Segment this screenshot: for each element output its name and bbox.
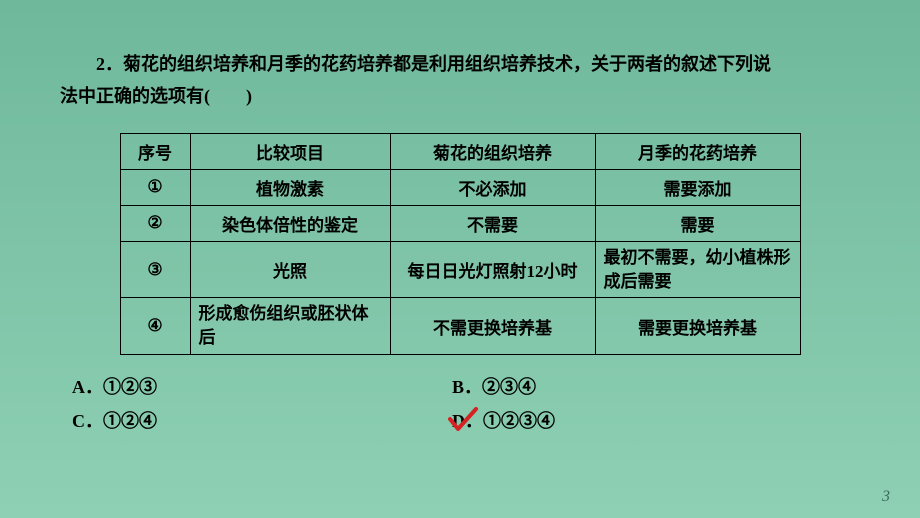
cell-compare: 染色体倍性的鉴定 xyxy=(190,205,390,241)
header-yueji: 月季的花药培养 xyxy=(595,133,800,169)
table-row: ③ 光照 每日日光灯照射12小时 最初不需要，幼小植株形成后需要 xyxy=(120,241,800,298)
cell-num: ① xyxy=(120,169,190,205)
comparison-table: 序号 比较项目 菊花的组织培养 月季的花药培养 ① 植物激素 不必添加 需要添加… xyxy=(120,133,801,355)
slide-content: 2．菊花的组织培养和月季的花药培养都是利用组织培养技术，关于两者的叙述下列说 法… xyxy=(0,0,920,433)
option-a: A．①②③ xyxy=(72,373,452,399)
cell-juhua: 不必添加 xyxy=(390,169,595,205)
question-line2: 法中正确的选项有( ) xyxy=(60,86,252,106)
cell-num: ④ xyxy=(120,298,190,355)
question-stem: 2．菊花的组织培养和月季的花药培养都是利用组织培养技术，关于两者的叙述下列说 法… xyxy=(60,48,860,113)
cell-compare: 光照 xyxy=(190,241,390,298)
table-row: ④ 形成愈伤组织或胚状体后 不需更换培养基 需要更换培养基 xyxy=(120,298,800,355)
cell-compare: 形成愈伤组织或胚状体后 xyxy=(190,298,390,355)
header-num: 序号 xyxy=(120,133,190,169)
cell-compare: 植物激素 xyxy=(190,169,390,205)
options-block: A．①②③ B．②③④ C．①②④ D．①②③④ xyxy=(60,373,860,433)
table-row: ① 植物激素 不必添加 需要添加 xyxy=(120,169,800,205)
cell-num: ③ xyxy=(120,241,190,298)
table-header-row: 序号 比较项目 菊花的组织培养 月季的花药培养 xyxy=(120,133,800,169)
header-compare: 比较项目 xyxy=(190,133,390,169)
cell-juhua: 不需更换培养基 xyxy=(390,298,595,355)
table-row: ② 染色体倍性的鉴定 不需要 需要 xyxy=(120,205,800,241)
cell-num: ② xyxy=(120,205,190,241)
option-c: C．①②④ xyxy=(72,407,452,433)
option-row: C．①②④ D．①②③④ xyxy=(72,407,860,433)
page-number: 3 xyxy=(882,488,890,506)
cell-yueji: 需要 xyxy=(595,205,800,241)
checkmark-icon xyxy=(446,405,480,440)
cell-juhua: 不需要 xyxy=(390,205,595,241)
option-d: D．①②③④ xyxy=(452,407,555,433)
header-juhua: 菊花的组织培养 xyxy=(390,133,595,169)
question-line1: 2．菊花的组织培养和月季的花药培养都是利用组织培养技术，关于两者的叙述下列说 xyxy=(96,54,771,74)
option-row: A．①②③ B．②③④ xyxy=(72,373,860,399)
cell-yueji: 最初不需要，幼小植株形成后需要 xyxy=(595,241,800,298)
cell-yueji: 需要更换培养基 xyxy=(595,298,800,355)
cell-yueji: 需要添加 xyxy=(595,169,800,205)
cell-juhua: 每日日光灯照射12小时 xyxy=(390,241,595,298)
option-b: B．②③④ xyxy=(452,373,536,399)
